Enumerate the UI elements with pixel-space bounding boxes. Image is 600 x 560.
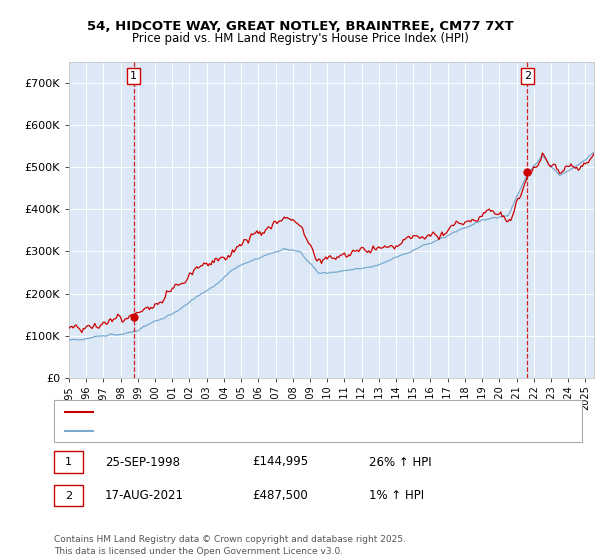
Text: £487,500: £487,500: [252, 489, 308, 502]
Text: 1: 1: [130, 71, 137, 81]
Text: £144,995: £144,995: [252, 455, 308, 469]
Text: 1: 1: [65, 457, 72, 467]
Text: 25-SEP-1998: 25-SEP-1998: [105, 455, 180, 469]
Text: Price paid vs. HM Land Registry's House Price Index (HPI): Price paid vs. HM Land Registry's House …: [131, 32, 469, 45]
Text: 54, HIDCOTE WAY, GREAT NOTLEY, BRAINTREE, CM77 7XT: 54, HIDCOTE WAY, GREAT NOTLEY, BRAINTREE…: [86, 20, 514, 32]
Text: 54, HIDCOTE WAY, GREAT NOTLEY, BRAINTREE, CM77 7XT (detached house): 54, HIDCOTE WAY, GREAT NOTLEY, BRAINTREE…: [97, 407, 494, 417]
Text: 1% ↑ HPI: 1% ↑ HPI: [369, 489, 424, 502]
Text: 2: 2: [524, 71, 531, 81]
Text: 2: 2: [65, 491, 72, 501]
Text: 17-AUG-2021: 17-AUG-2021: [105, 489, 184, 502]
Text: 26% ↑ HPI: 26% ↑ HPI: [369, 455, 431, 469]
Text: Contains HM Land Registry data © Crown copyright and database right 2025.
This d: Contains HM Land Registry data © Crown c…: [54, 535, 406, 556]
Text: HPI: Average price, detached house, Braintree: HPI: Average price, detached house, Brai…: [97, 426, 338, 436]
